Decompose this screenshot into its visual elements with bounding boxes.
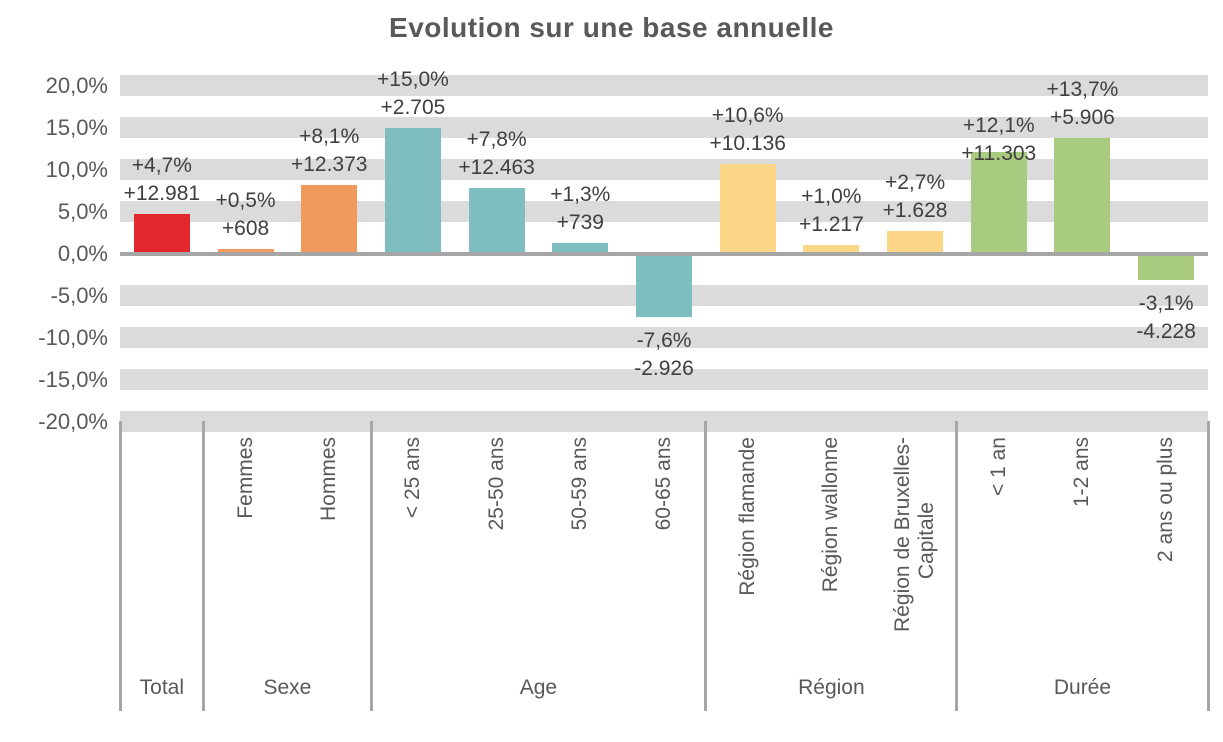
bar-50-59-ans (552, 242, 609, 254)
bar--25-ans (384, 127, 441, 254)
bar-data-label: +15,0% +2.705 (303, 66, 523, 122)
bar-abs-label: +739 (556, 210, 604, 234)
group-label: Région (798, 676, 865, 699)
bar-data-label: -3,1% -4.228 (1056, 290, 1223, 346)
bar-pct-label: -7,6% (636, 329, 692, 353)
bar-data-label: +1,0% +1.217 (721, 183, 941, 239)
chart-title: Evolution sur une base annuelle (389, 12, 834, 43)
bar-pct-label: +8,1% (299, 125, 360, 149)
bar-1-2-ans (1054, 138, 1111, 254)
bar-data-label: +1,3% +739 (470, 181, 690, 237)
group-label: Total (139, 676, 185, 699)
bar-abs-label: +12.373 (290, 153, 368, 177)
bar-data-label: +13,7% +5.906 (972, 76, 1192, 132)
bar-data-label: +12,1% +11.303 (889, 112, 1109, 168)
bar-abs-label: +10.136 (709, 132, 786, 156)
bar-r-gion-de-bruxelles-capitale (887, 230, 944, 254)
bar-abs-label: +2.705 (380, 95, 446, 119)
group-label: Durée (1053, 676, 1112, 699)
y-axis-tick-label: -10,0% (38, 324, 108, 350)
y-axis-tick-label: 5,0% (57, 198, 108, 224)
bar-abs-label: +5.906 (1050, 106, 1115, 130)
bar-r-gion-wallonne (803, 245, 860, 254)
bar-pct-label: +1,3% (550, 182, 611, 206)
bar-pct-label: +1,0% (801, 185, 862, 209)
bar-2-ans-ou-plus (1138, 253, 1195, 280)
group-separator (1206, 421, 1210, 711)
bar-abs-label: +608 (221, 217, 270, 241)
bar-pct-label: +0,5% (215, 189, 276, 213)
group-separator (704, 421, 708, 711)
bar-data-label: +4,7% +12.981 (52, 152, 272, 208)
gridline-band (120, 411, 1208, 432)
bar-hommes (301, 185, 358, 254)
y-axis-tick-label: 15,0% (45, 114, 108, 140)
bar-data-label: +2,7% +1.628 (805, 169, 1025, 225)
bar-abs-label: +12.981 (123, 182, 201, 206)
bar-data-label: -7,6% -2.926 (554, 327, 774, 383)
group-separator (955, 421, 959, 711)
bar-r-gion-flamande (719, 164, 776, 254)
y-axis-tick-label: -5,0% (50, 282, 108, 308)
bar-pct-label: +12,1% (962, 113, 1035, 137)
bar-abs-label: +1.628 (882, 198, 948, 222)
gridline-band (120, 369, 1208, 390)
bar-abs-label: -2.926 (634, 357, 694, 381)
bar-data-label: +10,6% +10.136 (638, 102, 858, 158)
zero-axis-line (120, 251, 1208, 256)
bar-femmes (217, 249, 274, 254)
bar-data-label: +0,5% +608 (136, 187, 356, 243)
bar-abs-label: +12.463 (458, 155, 535, 179)
bar-pct-label: -3,1% (1138, 291, 1194, 315)
bar-abs-label: -4.228 (1136, 319, 1196, 343)
bar-pct-label: +2,7% (884, 170, 946, 194)
bar-data-label: +8,1% +12.373 (219, 123, 439, 179)
bar-abs-label: +1.217 (798, 213, 864, 237)
bar-pct-label: +13,7% (1046, 78, 1119, 102)
y-axis-tick-label: -15,0% (38, 366, 108, 392)
group-label: Sexe (263, 676, 312, 699)
bar-pct-label: +10,6% (711, 104, 784, 128)
bar-total (133, 214, 190, 254)
bar-pct-label: +4,7% (131, 154, 192, 178)
bar--1-an (970, 151, 1027, 254)
y-axis-tick-label: 20,0% (45, 72, 108, 98)
y-axis-tick-label: 10,0% (45, 156, 108, 182)
category-label: Capitale (915, 502, 939, 580)
group-separator (118, 421, 122, 711)
gridline-band (120, 327, 1208, 348)
bar-60-65-ans (636, 253, 692, 318)
bar-abs-label: +11.303 (961, 141, 1037, 165)
group-separator (369, 421, 373, 711)
bar-data-label: +7,8% +12.463 (387, 126, 607, 182)
gridline-band (120, 75, 1208, 96)
group-label: Age (519, 676, 558, 699)
bar-pct-label: +15,0% (377, 67, 449, 91)
bar-25-50-ans (468, 187, 525, 254)
y-axis-tick-label: 0,0% (57, 240, 108, 266)
y-axis-tick-label: -20,0% (38, 408, 108, 434)
group-separator (202, 421, 206, 711)
bar-pct-label: +7,8% (466, 127, 527, 151)
